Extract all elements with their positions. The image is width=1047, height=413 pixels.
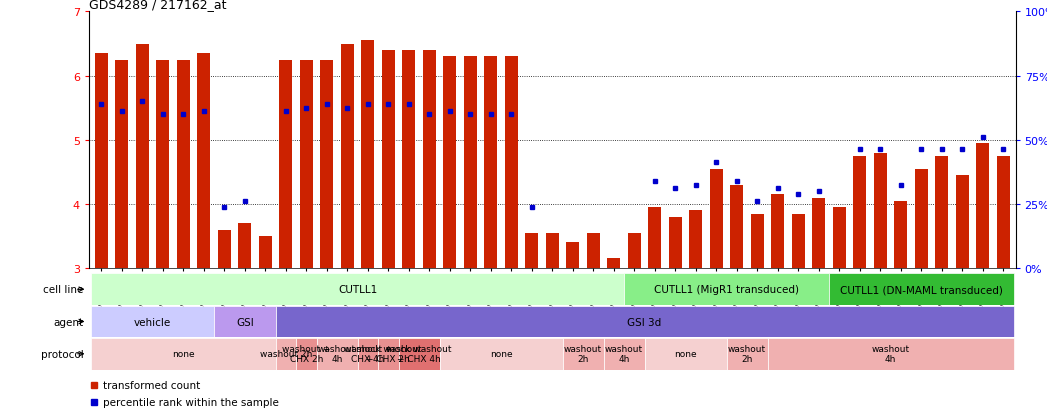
- Bar: [935, 157, 949, 268]
- Text: washout
4h: washout 4h: [318, 344, 356, 363]
- Bar: [378, 338, 399, 370]
- Bar: [115, 60, 129, 268]
- Text: CUTLL1: CUTLL1: [338, 285, 377, 294]
- Bar: [894, 201, 908, 268]
- Bar: [280, 60, 292, 268]
- Bar: [627, 233, 641, 268]
- Bar: [730, 185, 743, 268]
- Bar: [607, 259, 621, 268]
- Bar: [299, 60, 313, 268]
- Text: washout +
CHX 4h: washout + CHX 4h: [343, 344, 392, 363]
- Bar: [177, 60, 190, 268]
- Bar: [259, 236, 272, 268]
- Text: CUTLL1 (MigR1 transduced): CUTLL1 (MigR1 transduced): [654, 285, 799, 294]
- Bar: [812, 198, 825, 268]
- Bar: [94, 54, 108, 268]
- Bar: [156, 60, 170, 268]
- Bar: [320, 60, 333, 268]
- Bar: [915, 169, 928, 268]
- Bar: [443, 57, 456, 268]
- Bar: [727, 338, 767, 370]
- Bar: [829, 274, 1013, 305]
- Text: mock washout
+ CHX 4h: mock washout + CHX 4h: [386, 344, 452, 363]
- Bar: [624, 274, 829, 305]
- Text: vehicle: vehicle: [134, 317, 171, 327]
- Text: cell line: cell line: [43, 285, 84, 294]
- Bar: [586, 233, 600, 268]
- Text: GDS4289 / 217162_at: GDS4289 / 217162_at: [89, 0, 226, 11]
- Text: percentile rank within the sample: percentile rank within the sample: [103, 397, 279, 407]
- Bar: [316, 338, 357, 370]
- Bar: [218, 230, 231, 268]
- Text: washout
4h: washout 4h: [871, 344, 910, 363]
- Bar: [767, 338, 1013, 370]
- Text: CUTLL1 (DN-MAML transduced): CUTLL1 (DN-MAML transduced): [840, 285, 1003, 294]
- Bar: [545, 233, 559, 268]
- Bar: [997, 157, 1010, 268]
- Bar: [526, 233, 538, 268]
- Text: protocol: protocol: [41, 349, 84, 359]
- Text: washout +
CHX 2h: washout + CHX 2h: [282, 344, 331, 363]
- Text: none: none: [172, 349, 195, 358]
- Bar: [645, 338, 727, 370]
- Bar: [91, 306, 214, 337]
- Bar: [648, 208, 662, 268]
- Bar: [402, 51, 416, 268]
- Text: GSI 3d: GSI 3d: [627, 317, 662, 327]
- Bar: [197, 54, 210, 268]
- Text: GSI: GSI: [236, 317, 253, 327]
- Bar: [464, 57, 477, 268]
- Bar: [399, 338, 440, 370]
- Text: none: none: [490, 349, 512, 358]
- Bar: [669, 217, 682, 268]
- Bar: [832, 208, 846, 268]
- Bar: [357, 338, 378, 370]
- Bar: [562, 338, 603, 370]
- Bar: [91, 274, 624, 305]
- Bar: [340, 45, 354, 268]
- Text: none: none: [674, 349, 697, 358]
- Text: washout
2h: washout 2h: [728, 344, 766, 363]
- Bar: [751, 214, 764, 268]
- Bar: [956, 176, 968, 268]
- Bar: [296, 338, 316, 370]
- Bar: [214, 306, 275, 337]
- Bar: [566, 243, 579, 268]
- Bar: [772, 195, 784, 268]
- Text: washout
4h: washout 4h: [605, 344, 643, 363]
- Bar: [275, 338, 296, 370]
- Text: transformed count: transformed count: [103, 380, 200, 390]
- Bar: [873, 153, 887, 268]
- Text: mock washout
+ CHX 2h: mock washout + CHX 2h: [356, 344, 421, 363]
- Bar: [381, 51, 395, 268]
- Bar: [853, 157, 867, 268]
- Bar: [976, 144, 989, 268]
- Bar: [710, 169, 723, 268]
- Bar: [136, 45, 149, 268]
- Text: agent: agent: [53, 317, 84, 327]
- Bar: [792, 214, 805, 268]
- Text: washout
2h: washout 2h: [564, 344, 602, 363]
- Bar: [603, 338, 645, 370]
- Bar: [689, 211, 703, 268]
- Bar: [275, 306, 1013, 337]
- Bar: [440, 338, 562, 370]
- Bar: [505, 57, 518, 268]
- Bar: [91, 338, 275, 370]
- Bar: [361, 41, 375, 268]
- Text: washout 2h: washout 2h: [260, 349, 312, 358]
- Bar: [484, 57, 497, 268]
- Bar: [423, 51, 436, 268]
- Bar: [238, 224, 251, 268]
